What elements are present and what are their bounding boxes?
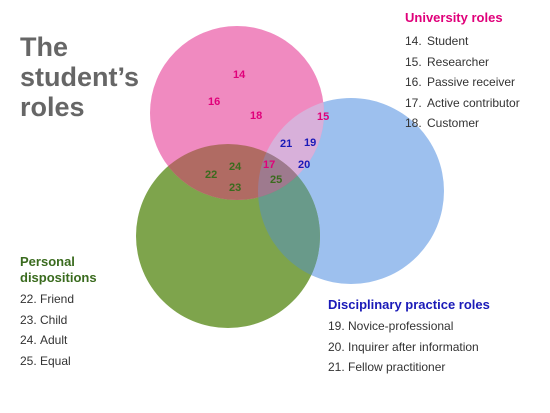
item-label: Active contributor: [427, 95, 520, 110]
region-number-22: 22: [205, 169, 217, 181]
heading-line-2: dispositions: [20, 270, 97, 285]
item-number: 21.: [328, 360, 345, 374]
disciplinary-roles-heading: Disciplinary practice roles: [328, 297, 490, 312]
page-title: The student’s roles: [20, 32, 139, 122]
item-number: 17.: [405, 95, 422, 110]
item-number: 19.: [328, 319, 345, 333]
item-number: 15.: [405, 54, 422, 69]
item-number: 22.: [20, 292, 37, 306]
legend-item: 24. Adult: [20, 330, 97, 351]
item-number: 20.: [328, 339, 345, 354]
legend-item: 23. Child: [20, 310, 97, 331]
legend-item: 19. Novice-professional: [328, 316, 490, 337]
region-number-18: 18: [250, 110, 262, 122]
triple-overlap: [258, 144, 320, 200]
item-number: 25.: [20, 353, 37, 368]
university-disciplinary-overlap: [258, 98, 324, 200]
region-number-20: 20: [298, 159, 310, 171]
item-number: 18.: [405, 116, 422, 130]
item-label: Friend: [40, 292, 75, 306]
region-number-21: 21: [280, 138, 292, 150]
legend-item: 14. Student: [405, 31, 520, 52]
item-label: Researcher: [427, 54, 490, 69]
region-number-19: 19: [304, 137, 316, 149]
item-label: Fellow practitioner: [348, 360, 446, 374]
region-number-16: 16: [208, 96, 220, 108]
title-line-1: The: [20, 32, 69, 62]
region-numbers: 14 16 18 15 17 21 19 20 22 24 23 25: [205, 69, 329, 194]
legend-item: 22. Friend: [20, 289, 97, 310]
item-number: 24.: [20, 333, 37, 347]
region-number-24: 24: [229, 161, 242, 173]
legend-item: 21. Fellow practitioner: [328, 357, 490, 378]
personal-dispositions-heading: Personal dispositions: [20, 254, 97, 286]
item-label: Student: [427, 34, 469, 48]
region-number-14: 14: [233, 69, 246, 81]
item-number: 23.: [20, 312, 37, 327]
personal-dispositions-legend: Personal dispositions 22. Friend 23. Chi…: [20, 254, 97, 371]
item-label: Inquirer after information: [348, 339, 479, 354]
item-label: Equal: [40, 353, 71, 368]
university-roles-legend: University roles 14. Student 15. Researc…: [405, 10, 520, 134]
legend-item: 16. Passive receiver: [405, 72, 520, 93]
disciplinary-roles-legend: Disciplinary practice roles 19. Novice-p…: [328, 297, 490, 378]
university-roles-heading: University roles: [405, 10, 503, 25]
legend-item: 17. Active contributor: [405, 93, 520, 114]
region-number-17: 17: [263, 159, 275, 171]
title-line-2: student’s: [20, 62, 140, 92]
legend-item: 25. Equal: [20, 351, 97, 372]
heading-line-1: Personal: [20, 254, 75, 269]
item-number: 14.: [405, 34, 422, 48]
legend-item: 15. Researcher: [405, 52, 520, 73]
legend-item: 18. Customer: [405, 113, 520, 134]
item-number: 16.: [405, 75, 422, 89]
item-label: Child: [40, 312, 68, 327]
legend-item: 20. Inquirer after information: [328, 337, 490, 358]
region-number-25: 25: [270, 174, 282, 186]
title-line-3: roles: [20, 92, 85, 122]
item-label: Adult: [40, 333, 68, 347]
region-number-15: 15: [317, 111, 329, 123]
region-number-23: 23: [229, 182, 241, 194]
item-label: Passive receiver: [427, 75, 516, 89]
item-label: Novice-professional: [348, 319, 454, 333]
item-label: Customer: [427, 116, 480, 130]
